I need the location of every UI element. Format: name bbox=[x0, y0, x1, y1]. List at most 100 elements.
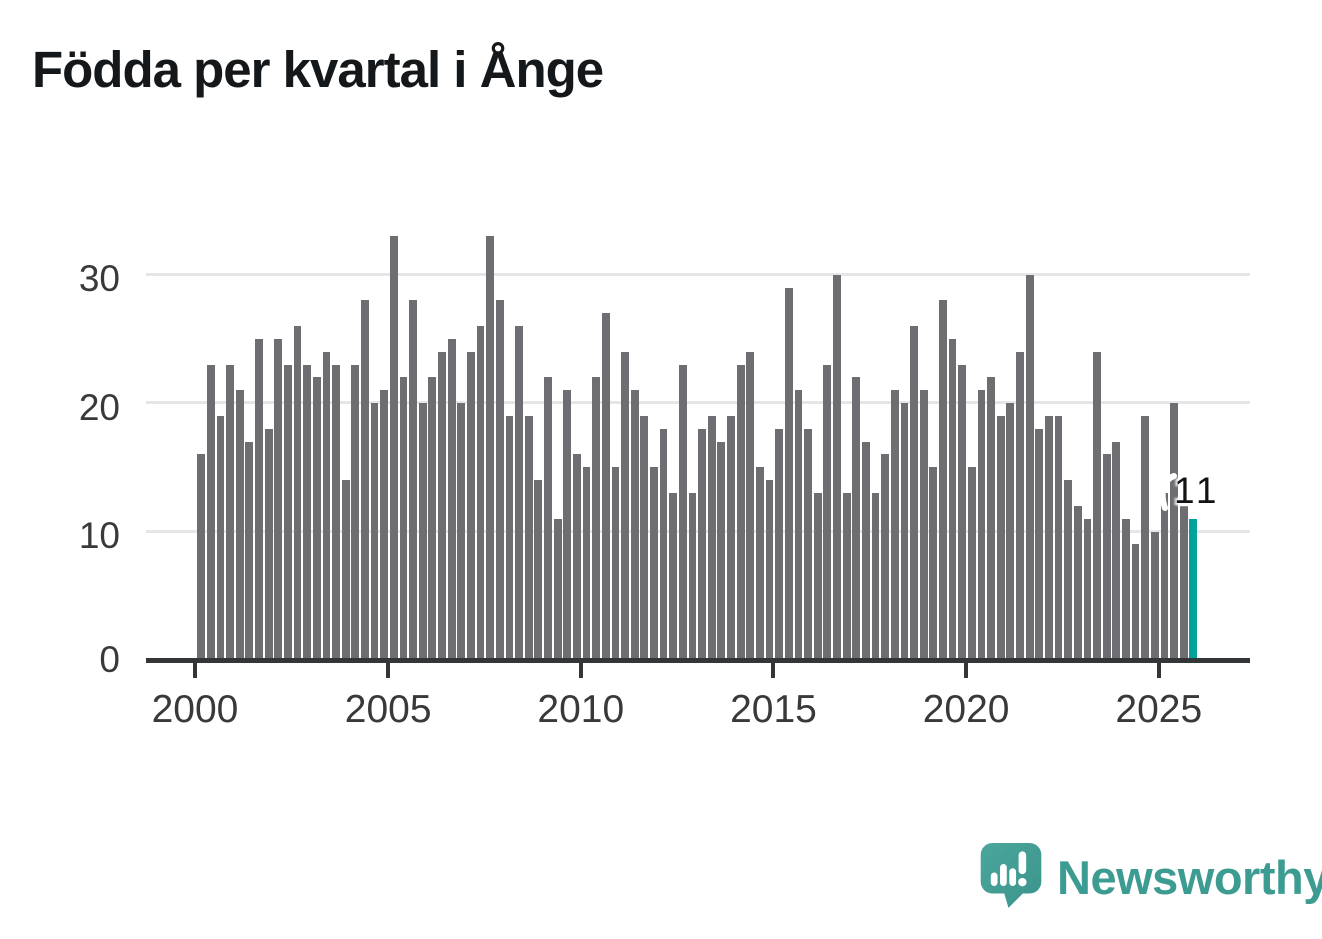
bar bbox=[226, 364, 234, 660]
bar bbox=[312, 377, 321, 660]
bar bbox=[1006, 403, 1015, 660]
y-axis-tick-label-20: 20 bbox=[78, 387, 120, 428]
newsworthy-bubble-chart-icon bbox=[979, 841, 1043, 914]
bar bbox=[727, 415, 735, 660]
bar bbox=[823, 364, 832, 660]
bar bbox=[274, 338, 283, 660]
bar bbox=[890, 390, 899, 660]
bar bbox=[958, 364, 967, 660]
bar bbox=[1064, 480, 1073, 660]
bar bbox=[447, 338, 456, 660]
bar bbox=[389, 236, 398, 660]
bar bbox=[987, 377, 995, 660]
bar bbox=[544, 377, 552, 660]
bar bbox=[621, 351, 629, 660]
y-axis-tick-label-10: 10 bbox=[78, 515, 120, 556]
bar bbox=[515, 326, 523, 660]
bar bbox=[399, 377, 408, 660]
bar bbox=[948, 338, 957, 660]
x-axis-tick bbox=[1156, 661, 1161, 678]
bar bbox=[746, 351, 755, 660]
y-axis-tick-label-30: 30 bbox=[78, 258, 120, 299]
bar bbox=[659, 428, 668, 660]
bar bbox=[756, 467, 764, 660]
bar bbox=[1093, 351, 1101, 660]
bar bbox=[418, 403, 427, 660]
bar bbox=[939, 300, 947, 660]
bar bbox=[813, 493, 822, 660]
bar bbox=[919, 390, 928, 660]
bar bbox=[457, 403, 466, 660]
bar bbox=[303, 364, 312, 660]
x-axis-tick bbox=[964, 661, 969, 678]
bar bbox=[630, 390, 639, 660]
bar bbox=[380, 390, 389, 660]
bar bbox=[293, 326, 302, 660]
bar bbox=[1112, 441, 1121, 660]
bar bbox=[370, 403, 379, 660]
bar bbox=[717, 441, 726, 660]
bar bbox=[698, 428, 706, 660]
bar bbox=[688, 493, 697, 660]
bar bbox=[650, 467, 658, 660]
bar bbox=[871, 493, 880, 660]
bar bbox=[351, 364, 360, 660]
annotation-leader-curve bbox=[1155, 473, 1179, 516]
gridline-10 bbox=[146, 530, 1250, 533]
bar bbox=[784, 287, 793, 660]
bar bbox=[283, 364, 292, 660]
bar bbox=[341, 480, 350, 660]
bar bbox=[572, 454, 581, 660]
bar bbox=[592, 377, 601, 660]
bar bbox=[640, 415, 649, 660]
bar bbox=[534, 480, 543, 660]
bar bbox=[1025, 274, 1034, 660]
last-value-label: 11 bbox=[1174, 470, 1221, 511]
bar bbox=[524, 415, 533, 660]
bar bbox=[197, 454, 206, 660]
bar bbox=[977, 390, 986, 660]
bar bbox=[245, 441, 254, 660]
bar bbox=[1160, 493, 1169, 660]
bar bbox=[206, 364, 215, 660]
highlight-bar bbox=[1189, 518, 1198, 660]
bar bbox=[1035, 428, 1044, 660]
bar bbox=[833, 274, 841, 660]
bar bbox=[332, 364, 340, 660]
gridline-20 bbox=[146, 401, 1250, 404]
bar bbox=[409, 300, 418, 660]
bar bbox=[852, 377, 861, 660]
x-axis-label-2010: 2010 bbox=[537, 688, 625, 731]
brand-name: Newsworthy bbox=[1057, 850, 1322, 904]
bar bbox=[264, 428, 273, 660]
bar bbox=[1045, 415, 1053, 660]
bar bbox=[861, 441, 870, 660]
x-axis-label-2000: 2000 bbox=[151, 688, 239, 731]
bar bbox=[1179, 505, 1188, 660]
bar bbox=[900, 403, 909, 660]
brand-logo: Newsworthy bbox=[979, 841, 1322, 914]
bar bbox=[765, 480, 774, 660]
bar bbox=[794, 390, 803, 660]
x-axis-label-2025: 2025 bbox=[1115, 688, 1203, 731]
x-axis-tick bbox=[771, 661, 776, 678]
bar bbox=[467, 351, 475, 660]
x-axis-label-2020: 2020 bbox=[922, 688, 1010, 731]
bar bbox=[216, 415, 225, 660]
bar bbox=[804, 428, 812, 660]
gridline-30 bbox=[146, 273, 1250, 276]
bar bbox=[1073, 505, 1082, 660]
bar bbox=[563, 390, 572, 660]
bar bbox=[929, 467, 938, 660]
bar bbox=[361, 300, 369, 660]
bar bbox=[996, 415, 1005, 660]
bar bbox=[967, 467, 976, 660]
bar bbox=[1016, 351, 1024, 660]
bar bbox=[553, 518, 562, 660]
bar bbox=[495, 300, 504, 660]
bar bbox=[486, 236, 495, 660]
bar bbox=[322, 351, 331, 660]
bars-layer bbox=[146, 236, 1250, 660]
bar bbox=[1141, 415, 1150, 660]
